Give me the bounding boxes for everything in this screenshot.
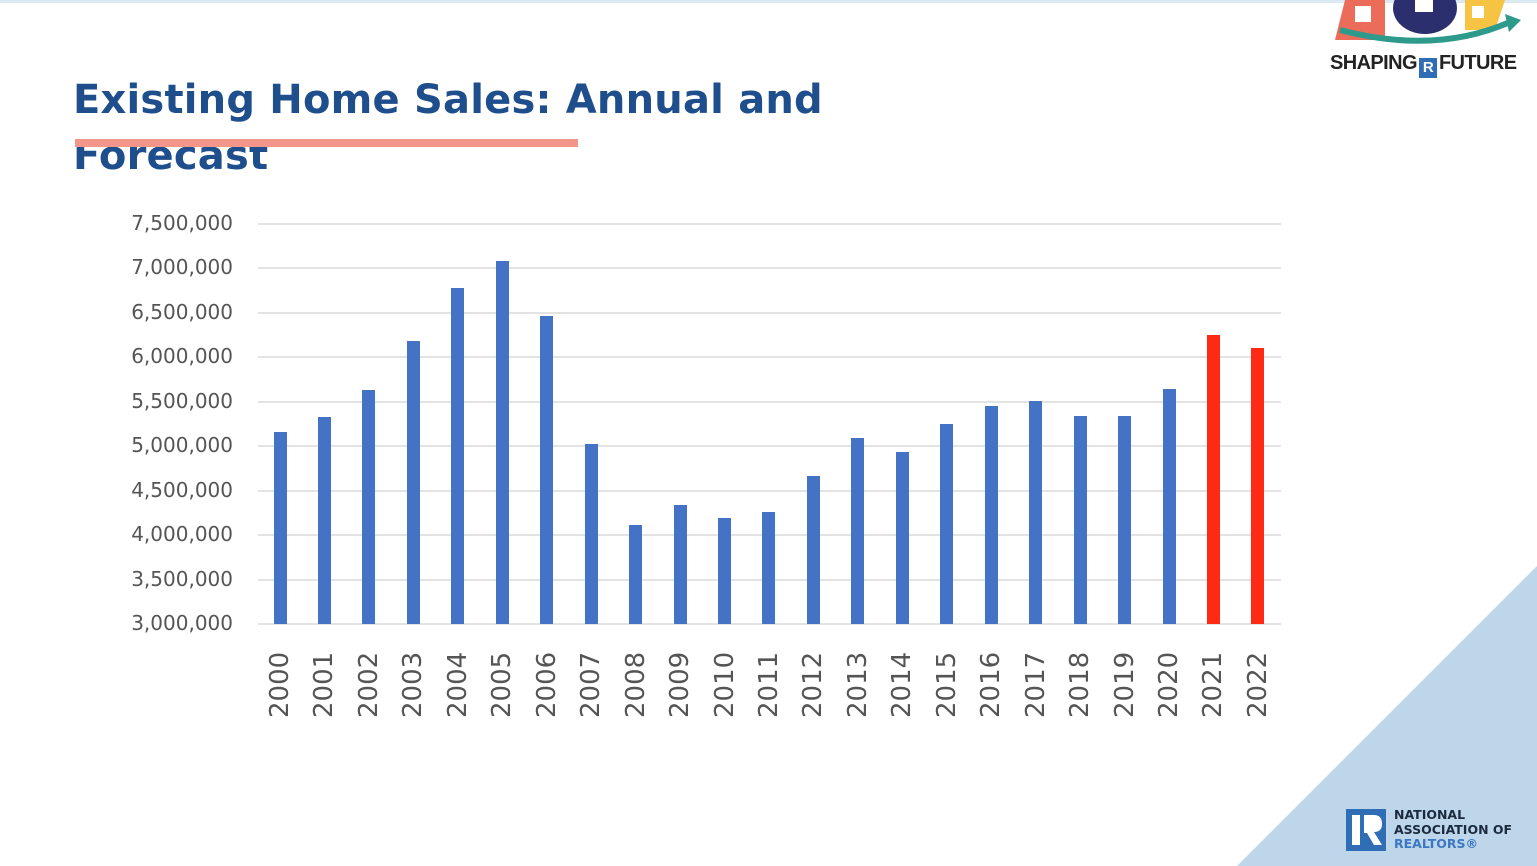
data-bar	[540, 315, 554, 624]
realtor-r-icon: R	[1418, 58, 1437, 78]
x-axis-tick-label: 2007	[576, 651, 607, 718]
shaping-future-logo-graphic	[1335, 0, 1521, 44]
y-axis-tick-label: 5,000,000	[131, 433, 233, 458]
y-axis-tick-label: 3,500,000	[131, 566, 233, 591]
x-axis-tick-label: 2010	[709, 651, 740, 718]
x-axis-tick-label: 2001	[309, 651, 340, 718]
x-axis-tick-label: 2020	[1154, 651, 1184, 718]
x-axis-tick-label: 2016	[976, 651, 1007, 718]
x-axis-tick-label: 2013	[842, 651, 873, 718]
x-axis-tick-label: 2019	[1109, 651, 1140, 718]
data-bar	[1073, 416, 1087, 624]
data-bar	[362, 390, 376, 624]
x-axis-tick-label: 2009	[665, 651, 696, 718]
x-axis-tick-label: 2021	[1198, 651, 1229, 718]
x-axis-tick-label: 2008	[620, 651, 651, 718]
x-axis-tick-label: 2014	[887, 651, 918, 718]
data-bar	[406, 341, 420, 624]
y-axis-tick-label: 4,000,000	[131, 522, 233, 547]
data-bar	[451, 288, 465, 624]
x-axis-tick-label: 2006	[531, 651, 562, 718]
gridline	[258, 356, 1281, 359]
gridline	[258, 400, 1281, 403]
x-axis-tick-label: 2012	[798, 651, 829, 718]
y-axis-tick-label: 6,500,000	[131, 299, 233, 324]
y-axis-tick-label: 7,500,000	[131, 211, 233, 235]
data-bar	[851, 438, 865, 624]
data-bar	[273, 432, 287, 624]
nar-r-logo-icon	[1346, 809, 1386, 851]
data-bar	[762, 512, 776, 624]
data-bar	[629, 525, 643, 624]
title-underline	[75, 139, 578, 147]
gridline	[258, 623, 1281, 625]
gridline	[258, 311, 1281, 314]
corner-decoration	[1237, 566, 1537, 866]
slide-title: Existing Home Sales: Annual and Forecast	[73, 72, 873, 184]
gridline	[258, 267, 1281, 270]
data-bar	[673, 504, 687, 624]
y-axis-tick-label: 5,500,000	[131, 388, 233, 413]
gridline	[258, 445, 1281, 448]
data-bar	[984, 406, 998, 624]
y-axis-tick-label: 3,000,000	[131, 611, 233, 635]
forecast-bar	[1251, 348, 1265, 624]
y-axis-tick-label: 6,000,000	[131, 344, 233, 369]
x-axis-tick-label: 2003	[398, 651, 429, 718]
data-bar	[1162, 389, 1176, 624]
y-axis-tick-label: 7,000,000	[131, 255, 233, 280]
x-axis-tick-label: 2000	[265, 651, 295, 718]
data-bar	[940, 424, 954, 624]
shaping-future-logo-text: SHAPING R FUTURE	[1330, 52, 1517, 78]
x-axis-tick-label: 2011	[753, 651, 784, 718]
x-axis-tick-label: 2002	[353, 651, 384, 718]
data-bar	[584, 443, 598, 624]
nar-logo-text: NATIONAL ASSOCIATION OF REALTORS®	[1394, 807, 1513, 851]
y-axis-tick-label: 4,500,000	[131, 477, 233, 502]
x-axis-tick-label: 2015	[931, 651, 962, 718]
data-bar	[895, 451, 909, 624]
x-axis-tick-label: 2004	[442, 651, 473, 718]
data-bar	[718, 518, 731, 624]
x-axis-tick-label: 2018	[1065, 651, 1096, 718]
data-bar	[806, 476, 820, 624]
gridline	[258, 489, 1281, 492]
forecast-bar	[1206, 335, 1220, 624]
gridline	[258, 223, 1281, 225]
data-bar	[1029, 400, 1043, 624]
top-border-strip	[0, 0, 1537, 3]
x-axis-tick-label: 2017	[1020, 651, 1051, 718]
title-line-1: Existing Home Sales: Annual and	[73, 77, 823, 123]
data-bar	[1118, 416, 1132, 624]
data-bar	[317, 416, 331, 624]
x-axis-tick-label: 2022	[1242, 651, 1273, 718]
data-bar	[495, 261, 509, 624]
x-axis-tick-label: 2005	[487, 651, 518, 718]
